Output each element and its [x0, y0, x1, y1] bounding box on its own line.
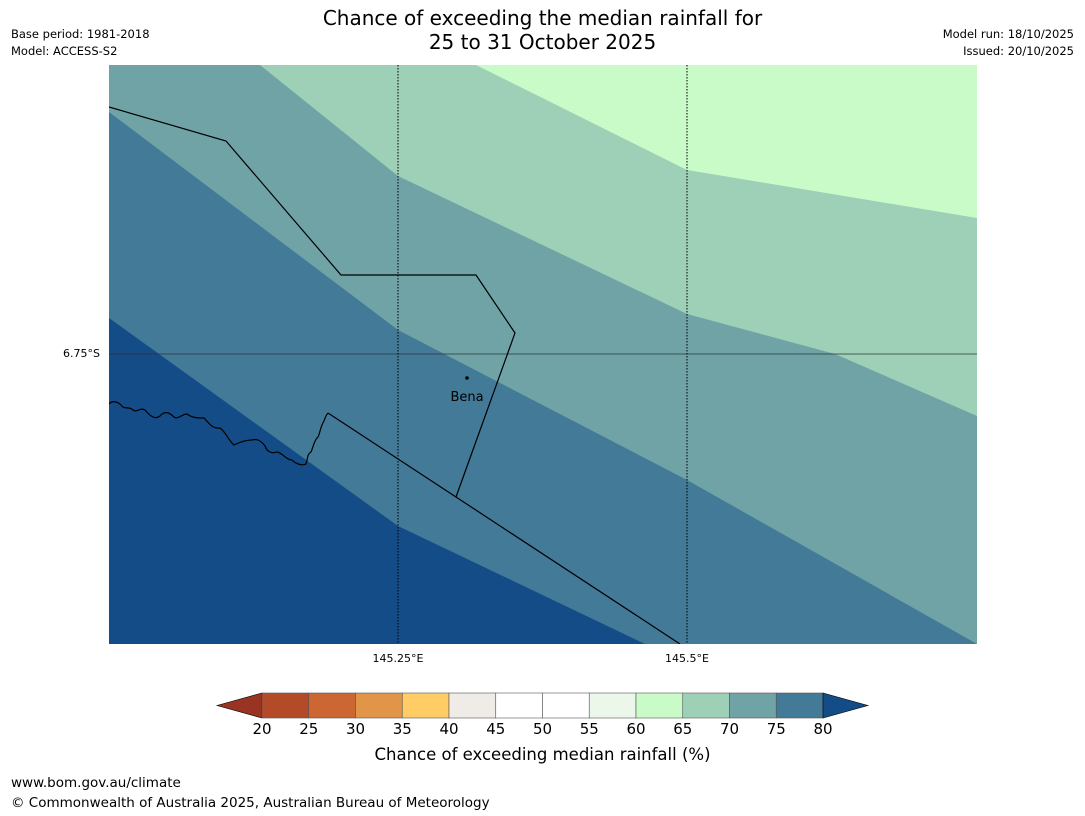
- colorbar-segment-70_75: [729, 692, 777, 719]
- colorbar-tick-55: 55: [579, 720, 599, 738]
- colorbar-segment-30_35: [355, 692, 403, 719]
- colorbar-segment-45_50: [495, 692, 543, 719]
- colorbar-tick-30: 30: [345, 720, 366, 738]
- lon-label-145-25: 145.25°E: [372, 652, 424, 665]
- colorbar-tick-35: 35: [392, 720, 412, 738]
- colorbar-tick-25: 25: [299, 720, 319, 738]
- district-boundary: [109, 106, 516, 498]
- colorbar-tick-60: 60: [626, 720, 646, 738]
- footer-url[interactable]: www.bom.gov.au/climate: [11, 775, 181, 791]
- model-run: Model run: 18/10/2025: [942, 27, 1074, 41]
- meta-right: Model run: 18/10/2025 Issued: 20/10/2025: [943, 26, 1074, 60]
- colorbar-segment-40_45: [448, 692, 497, 719]
- colorbar-tick-20: 20: [252, 720, 272, 738]
- colorbar-segment-25_30: [308, 692, 356, 719]
- colorbar: [215, 692, 870, 719]
- probability-shading: [109, 65, 977, 644]
- colorbar-segment-75_80: [775, 692, 824, 719]
- colorbar-title: Chance of exceeding median rainfall (%): [374, 745, 711, 764]
- lat-label: 6.75°S: [63, 347, 100, 360]
- title-line-2: 25 to 31 October 2025: [428, 30, 657, 54]
- district-boundary-south: [327, 412, 681, 644]
- town-marker-bena: [465, 376, 469, 380]
- model-name: Model: ACCESS-S2: [11, 44, 118, 58]
- town-label-bena: Bena: [450, 390, 483, 405]
- colorbar-tick-65: 65: [673, 720, 693, 738]
- band-above-80: [109, 318, 645, 644]
- colorbar-segment-60_65: [635, 692, 684, 719]
- colorbar-extend-low: [215, 692, 263, 719]
- colorbar-tick-50: 50: [532, 720, 553, 738]
- region-boundaries: [109, 106, 681, 644]
- meta-left: Base period: 1981-2018 Model: ACCESS-S2: [11, 26, 150, 60]
- colorbar-tick-70: 70: [719, 720, 740, 738]
- coastline: [109, 401, 329, 466]
- colorbar-segment-55_60: [588, 692, 637, 719]
- band-60-65: [476, 65, 977, 218]
- colorbar-tick-80: 80: [813, 720, 833, 738]
- base-period: Base period: 1981-2018: [11, 27, 150, 41]
- lon-label-145-5: 145.5°E: [665, 652, 709, 665]
- colorbar-extend-high: [822, 692, 870, 719]
- map-title: Chance of exceeding the median rainfall …: [0, 6, 1085, 54]
- issued-date: Issued: 20/10/2025: [963, 44, 1074, 58]
- colorbar-tick-40: 40: [439, 720, 459, 738]
- footer-copyright: © Commonwealth of Australia 2025, Austra…: [11, 795, 490, 811]
- colorbar-segment-20_25: [261, 692, 310, 719]
- colorbar-tick-45: 45: [486, 720, 506, 738]
- colorbar-segment-65_70: [682, 692, 730, 719]
- colorbar-tick-75: 75: [766, 720, 786, 738]
- colorbar-segment-50_55: [542, 692, 590, 719]
- title-line-1: Chance of exceeding the median rainfall …: [322, 6, 763, 30]
- colorbar-segment-35_40: [401, 692, 450, 719]
